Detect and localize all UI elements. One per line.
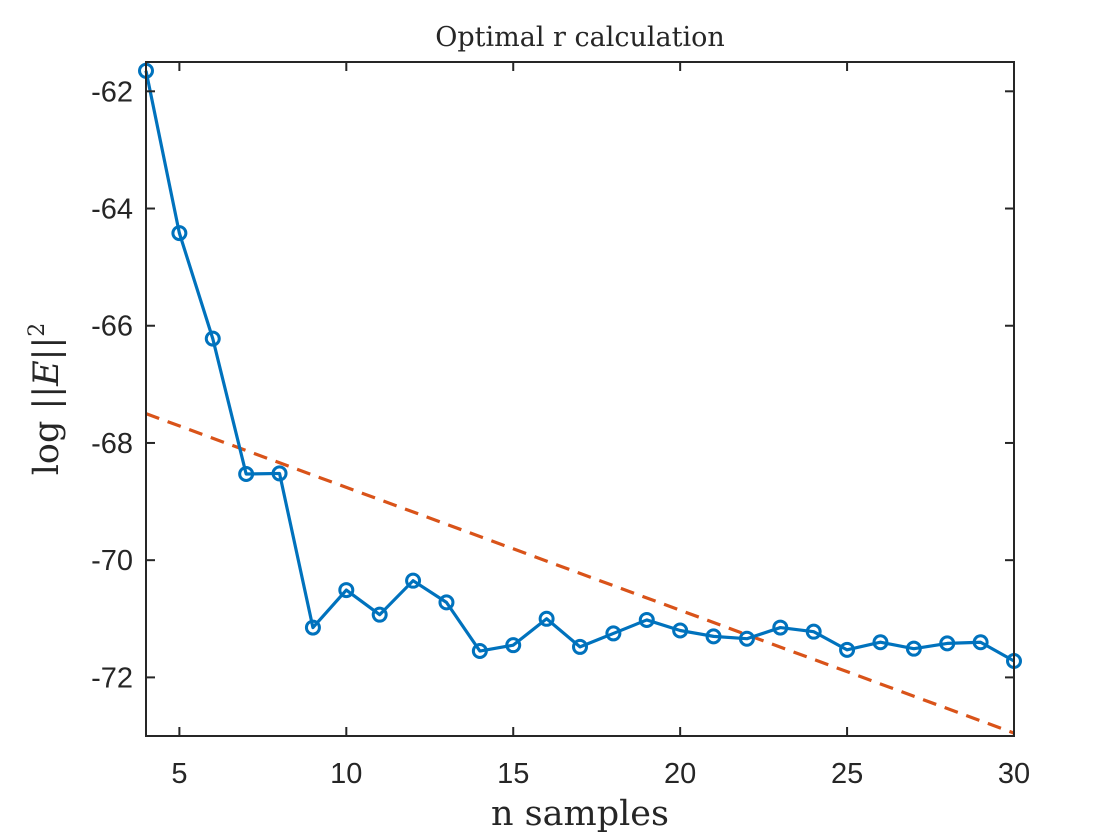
x-tick-label: 20: [664, 758, 696, 790]
data-point-marker: [171, 225, 188, 242]
x-axis-label: n samples: [491, 794, 669, 834]
dashed-series-line: [145, 412, 1015, 735]
y-axis-label-exponent: 2: [25, 323, 50, 337]
x-tick-label: 30: [998, 758, 1030, 790]
y-axis-label: log ||E||2: [25, 323, 67, 476]
x-tick-label: 25: [831, 758, 863, 790]
x-tick-label: 10: [330, 758, 362, 790]
y-tick-label: -70: [91, 545, 133, 577]
series-layer: [138, 62, 1022, 735]
data-point-marker: [304, 619, 321, 636]
data-point-marker: [538, 610, 555, 627]
data-point-marker: [972, 634, 989, 651]
data-point-marker: [939, 635, 956, 652]
data-point-marker: [271, 465, 288, 482]
y-tick-label: -64: [91, 194, 133, 226]
y-axis-label-norm-close: ||: [27, 337, 67, 361]
data-point-marker: [772, 619, 789, 636]
y-axis-label-prefix: log: [27, 409, 67, 475]
y-axis-label-norm-open: ||: [27, 386, 67, 410]
data-point-marker: [605, 625, 622, 642]
y-axis: -72 -70 -68 -66 -64 -62: [91, 76, 1014, 694]
data-point-marker: [438, 594, 455, 611]
data-point-marker: [572, 638, 588, 655]
data-point-marker: [405, 572, 422, 589]
x-tick-label: 15: [497, 758, 529, 790]
x-axis: 5 10 15 20 25 30: [171, 62, 1030, 790]
data-point-marker: [705, 628, 722, 645]
data-point-marker: [638, 611, 655, 628]
data-point-marker: [905, 640, 922, 657]
axes-box: [145, 61, 1015, 737]
data-point-marker: [471, 643, 488, 660]
data-point-marker: [805, 623, 822, 640]
data-point-marker: [338, 582, 355, 599]
data-point-marker: [238, 466, 255, 483]
chart-title: Optimal r calculation: [435, 22, 725, 53]
data-point-marker: [505, 637, 522, 654]
data-point-marker: [872, 634, 889, 651]
solid-series-line: [144, 70, 1015, 663]
data-point-marker: [839, 641, 856, 658]
plot-area: [146, 62, 1014, 736]
data-point-marker: [672, 622, 689, 639]
y-axis-label-variable: E: [27, 360, 67, 387]
y-tick-label: -66: [91, 311, 133, 343]
data-point-marker: [371, 606, 388, 623]
y-tick-label: -68: [91, 428, 133, 460]
y-tick-label: -62: [91, 76, 133, 108]
x-tick-label: 5: [171, 758, 187, 790]
data-point-marker: [738, 630, 755, 647]
y-tick-label: -72: [91, 662, 133, 694]
data-point-marker: [204, 330, 221, 347]
